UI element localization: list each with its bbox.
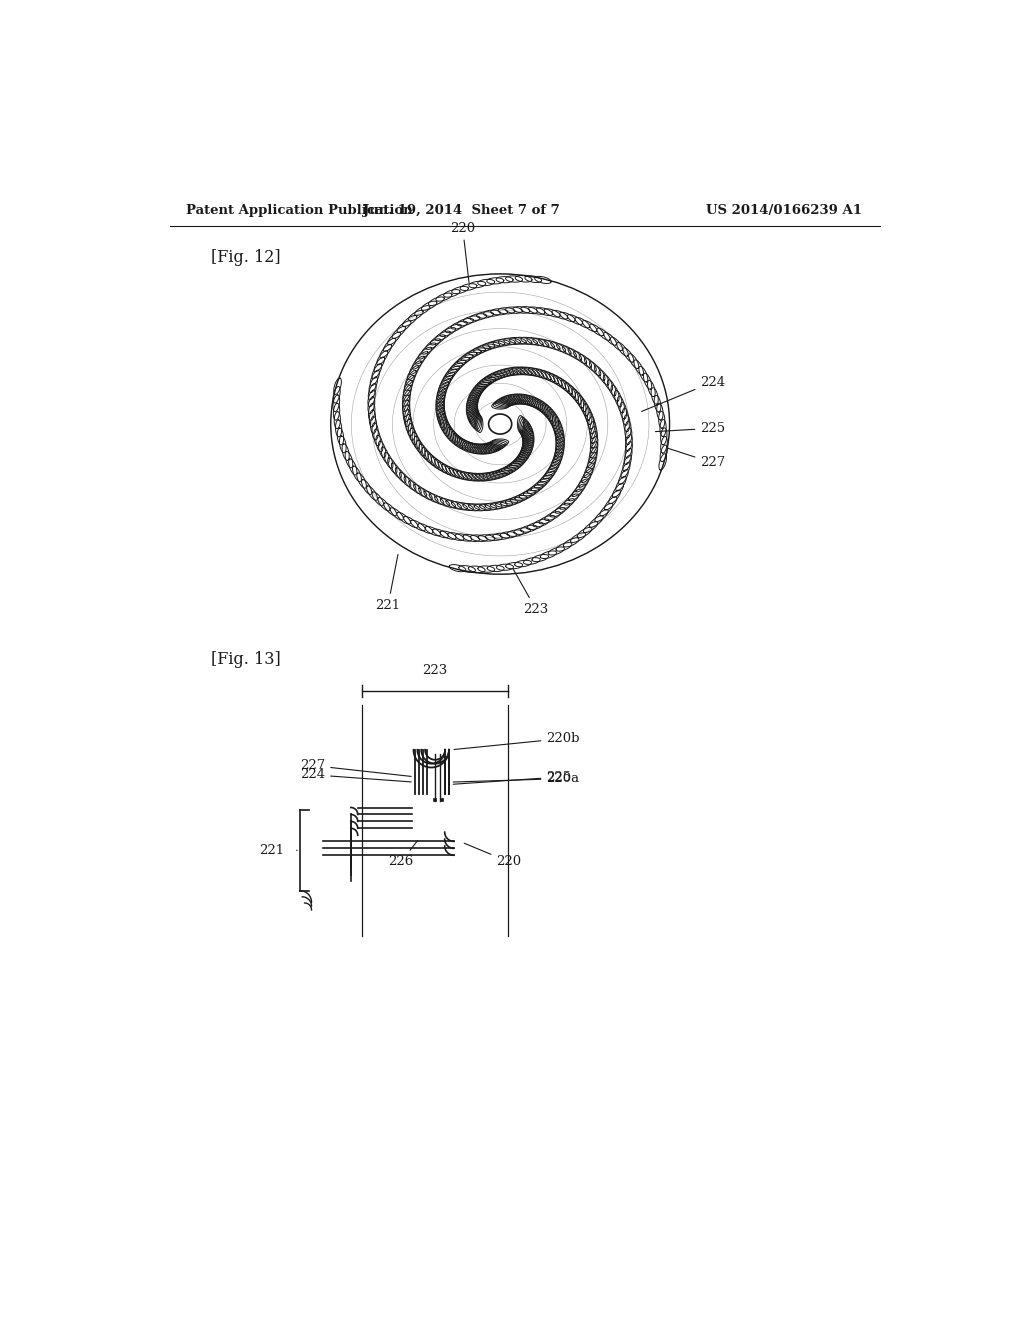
Text: 220b: 220b [454, 733, 580, 750]
Text: Jun. 19, 2014  Sheet 7 of 7: Jun. 19, 2014 Sheet 7 of 7 [364, 205, 560, 218]
Text: 227: 227 [300, 759, 412, 776]
Bar [440, 799, 443, 801]
Text: 224: 224 [300, 768, 412, 781]
Text: 224: 224 [642, 376, 725, 412]
Text: [Fig. 13]: [Fig. 13] [211, 651, 282, 668]
Text: 225: 225 [655, 422, 725, 434]
Text: [Fig. 12]: [Fig. 12] [211, 249, 281, 267]
Text: US 2014/0166239 A1: US 2014/0166239 A1 [707, 205, 862, 218]
Text: 223: 223 [513, 569, 549, 615]
Text: 225: 225 [454, 771, 571, 784]
Text: 227: 227 [667, 447, 726, 470]
Bar [433, 799, 436, 801]
Ellipse shape [488, 414, 512, 434]
Text: 220: 220 [451, 222, 475, 282]
Text: 220a: 220a [454, 772, 580, 785]
Text: 220: 220 [464, 843, 521, 869]
Text: 221: 221 [376, 554, 400, 612]
Text: 221: 221 [259, 843, 285, 857]
Text: Patent Application Publication: Patent Application Publication [186, 205, 413, 218]
Text: 226: 226 [388, 841, 418, 869]
Text: 223: 223 [422, 664, 447, 677]
